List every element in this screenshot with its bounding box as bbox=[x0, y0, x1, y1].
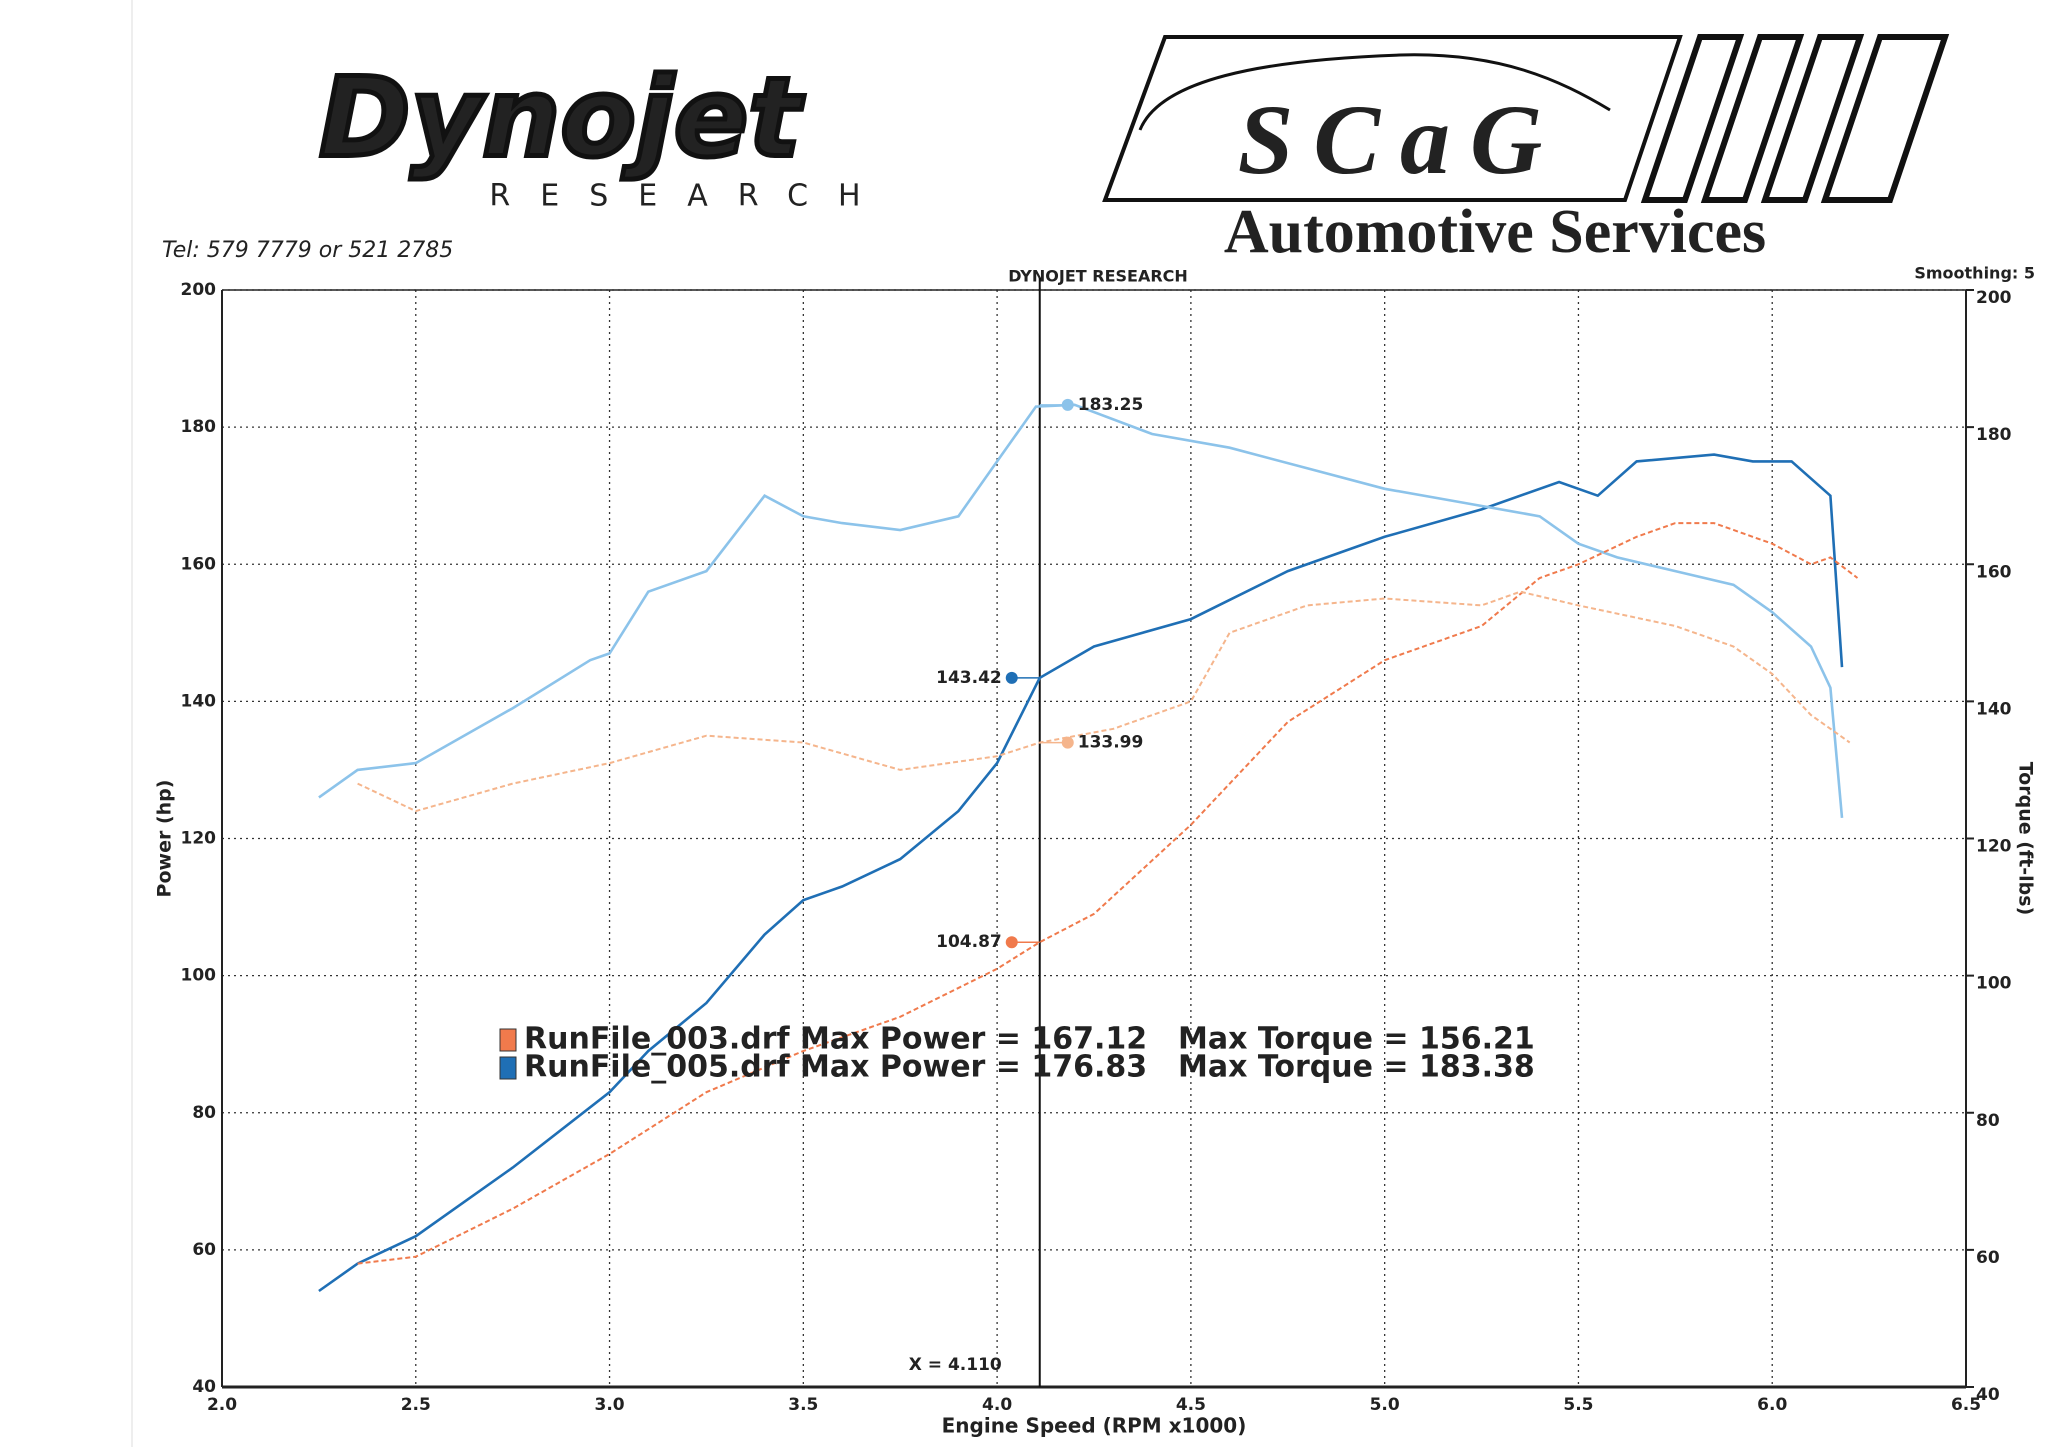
readout-label: 104.87 bbox=[936, 932, 1002, 952]
x-tick-label: 5.5 bbox=[1563, 1395, 1593, 1415]
legend-torque: Max Torque = 183.38 bbox=[1178, 1050, 1535, 1085]
x-tick-label: 5.0 bbox=[1370, 1395, 1400, 1415]
y-tick-label: 200 bbox=[181, 280, 217, 300]
y-tick-label: 160 bbox=[181, 554, 217, 574]
y2-tick-label: 180 bbox=[1976, 425, 2012, 445]
y2-tick-label: 40 bbox=[1976, 1385, 2000, 1405]
readout-label: 183.25 bbox=[1078, 395, 1144, 415]
legend-swatch bbox=[499, 1056, 517, 1080]
phone: Tel: 579 7779 or 521 2785 bbox=[162, 238, 453, 263]
y-tick-label: 120 bbox=[181, 829, 217, 849]
readout-dot bbox=[1005, 671, 1018, 684]
x-tick-label: 4.5 bbox=[1176, 1395, 1206, 1415]
shop-frame bbox=[1102, 35, 1683, 202]
y-tick-label: 140 bbox=[181, 691, 217, 711]
legend-entry: RunFile_003.drf Max Power = 167.12 bbox=[524, 1022, 1147, 1057]
y-tick-label: 80 bbox=[192, 1103, 216, 1123]
series-line bbox=[318, 403, 1844, 819]
y2-tick-label: 60 bbox=[1976, 1248, 2000, 1268]
y-axis-label: Power (hp) bbox=[154, 780, 176, 898]
series-line bbox=[318, 453, 1844, 1293]
readout-dot bbox=[1005, 936, 1018, 949]
car-outline bbox=[1138, 53, 1611, 131]
x-tick-label: 6.0 bbox=[1757, 1395, 1787, 1415]
readout-label: 143.42 bbox=[936, 668, 1002, 688]
readout-label: 133.99 bbox=[1078, 733, 1144, 753]
legend-entry: RunFile_005.drf Max Power = 176.83 bbox=[524, 1050, 1147, 1085]
cursor-label: X = 4.110 bbox=[909, 1355, 1002, 1375]
x-axis-label: Engine Speed (RPM x1000) bbox=[942, 1414, 1247, 1438]
y-tick-label: 180 bbox=[181, 417, 217, 437]
y2-tick-label: 80 bbox=[1976, 1111, 2000, 1131]
series-line bbox=[357, 522, 1859, 1265]
legend-torque: Max Torque = 156.21 bbox=[1178, 1022, 1535, 1057]
y-tick-label: 60 bbox=[192, 1240, 216, 1260]
x-tick-label: 2.0 bbox=[207, 1395, 237, 1415]
y-tick-label: 40 bbox=[192, 1377, 216, 1397]
brand-logo: Dynojet bbox=[319, 53, 804, 181]
series-line bbox=[357, 590, 1851, 813]
readout-dot bbox=[1061, 398, 1074, 411]
y2-tick-label: 100 bbox=[1976, 974, 2012, 994]
shop-stripes bbox=[1640, 34, 1950, 203]
shop-logo: SCaG bbox=[1238, 84, 1563, 195]
y2-tick-label: 160 bbox=[1976, 562, 2012, 582]
x-tick-label: 4.0 bbox=[982, 1395, 1012, 1415]
x-tick-label: 2.5 bbox=[401, 1395, 431, 1415]
chart-title: DYNOJET RESEARCH bbox=[1008, 267, 1188, 286]
shop-sub: Automotive Services bbox=[1224, 198, 1766, 266]
x-tick-label: 3.5 bbox=[788, 1395, 818, 1415]
readout-dot bbox=[1061, 736, 1074, 749]
y2-tick-label: 200 bbox=[1976, 288, 2012, 308]
x-tick-label: 3.0 bbox=[594, 1395, 624, 1415]
y2-tick-label: 140 bbox=[1976, 699, 2012, 719]
brand-sub: RESEARCH bbox=[489, 179, 890, 214]
y-tick-label: 100 bbox=[181, 966, 217, 986]
y2-axis-label: Torque (ft-lbs) bbox=[2015, 762, 2037, 916]
legend-swatch bbox=[499, 1028, 517, 1052]
note: Smoothing: 5 bbox=[1914, 264, 2035, 283]
x-tick-label: 6.5 bbox=[1951, 1395, 1981, 1415]
y2-tick-label: 120 bbox=[1976, 837, 2012, 857]
